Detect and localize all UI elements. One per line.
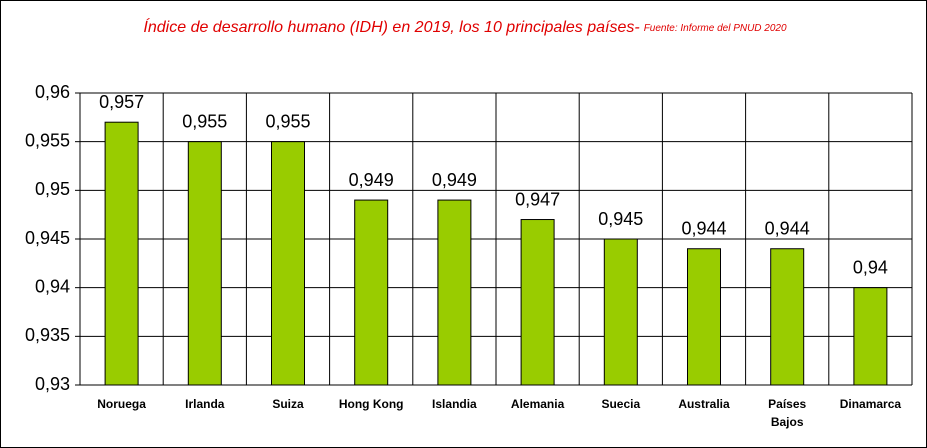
- x-tick-label: Irlanda: [185, 397, 225, 411]
- bar: [354, 199, 389, 386]
- data-label: 0,94: [853, 257, 888, 277]
- bar: [770, 248, 805, 386]
- data-label: 0,945: [598, 209, 643, 229]
- x-tick-label: Dinamarca: [839, 397, 902, 411]
- y-tick-label: 0,93: [35, 374, 70, 394]
- y-tick-label: 0,96: [35, 82, 70, 102]
- title: Índice de desarrollo humano (IDH) en 201…: [143, 17, 639, 36]
- y-tick-label: 0,945: [25, 228, 70, 248]
- bar: [520, 219, 555, 386]
- bar: [853, 287, 888, 386]
- x-tick-label: Suecia: [601, 397, 641, 411]
- bar: [187, 141, 222, 386]
- data-label: 0,949: [349, 170, 394, 190]
- data-label: 0,955: [182, 111, 227, 131]
- x-tick-label: Australia: [678, 397, 730, 411]
- x-tick-label: Hong Kong: [338, 397, 404, 411]
- bar: [437, 199, 472, 386]
- bar: [104, 121, 139, 386]
- data-label: 0,944: [765, 218, 810, 238]
- x-tick-label: Suiza: [272, 397, 304, 411]
- chart-title: Índice de desarrollo humano (IDH) en 201…: [143, 17, 787, 36]
- subtitle: Fuente: Informe del PNUD 2020: [644, 23, 787, 34]
- data-label: 0,947: [515, 189, 560, 209]
- data-label: 0,955: [265, 111, 310, 131]
- y-tick-label: 0,94: [35, 276, 70, 296]
- data-label: 0,949: [432, 170, 477, 190]
- bar: [271, 141, 305, 386]
- x-tick-label: Alemania: [510, 397, 565, 411]
- bar: [603, 238, 638, 386]
- bar: [687, 248, 721, 386]
- y-tick-label: 0,955: [25, 130, 70, 150]
- data-label: 0,944: [681, 218, 726, 238]
- x-tick-label: Islandia: [432, 397, 477, 411]
- x-tick-label: Noruega: [97, 397, 146, 411]
- y-tick-label: 0,95: [35, 179, 70, 199]
- x-tick-label: Países Bajos: [768, 397, 807, 429]
- y-tick-label: 0,935: [25, 325, 70, 345]
- data-label: 0,957: [99, 92, 144, 112]
